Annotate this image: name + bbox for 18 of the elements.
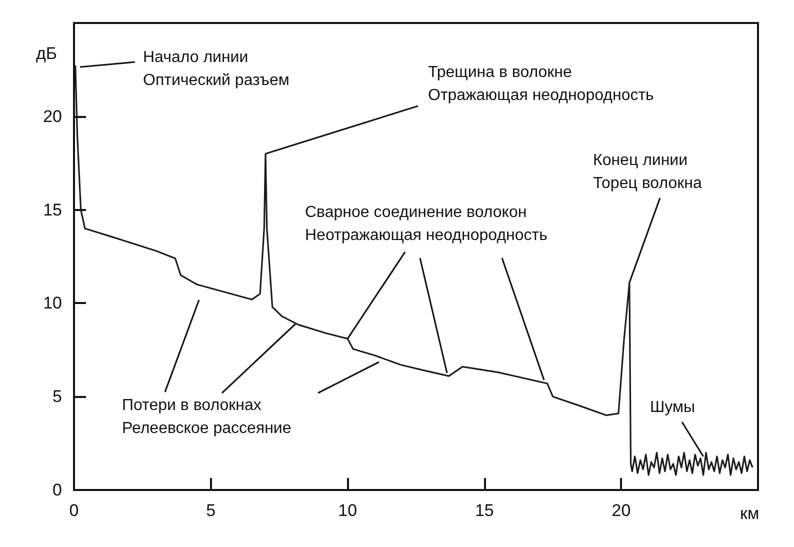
x-tick-label: 0 — [69, 501, 79, 520]
y-axis-title: дБ — [36, 44, 58, 63]
annotation: Потери в волокнах Релеевское рассеяние — [122, 397, 292, 437]
x-tick-label: 20 — [612, 501, 631, 520]
annotation: Конец линии Торец волокна — [593, 152, 702, 192]
y-tick-label: 15 — [43, 200, 62, 220]
annotation: Сварное соединение волокон Неотражающая неоднородность — [305, 204, 548, 244]
x-axis-title: км — [740, 504, 760, 523]
annotation: Начало линии Оптический разъем — [143, 49, 290, 89]
y-tick-label: 0 — [52, 480, 62, 500]
x-tick-label: 15 — [474, 501, 494, 520]
y-tick-label: 20 — [43, 106, 62, 126]
y-tick-label: 5 — [52, 387, 62, 406]
annotation: Шумы — [650, 399, 695, 416]
annotation: Трещина в волокне Отражающая неоднородность — [428, 64, 654, 104]
x-tick-label: 10 — [338, 501, 358, 520]
x-tick-label: 5 — [206, 501, 216, 520]
y-tick-label: 10 — [43, 294, 62, 313]
